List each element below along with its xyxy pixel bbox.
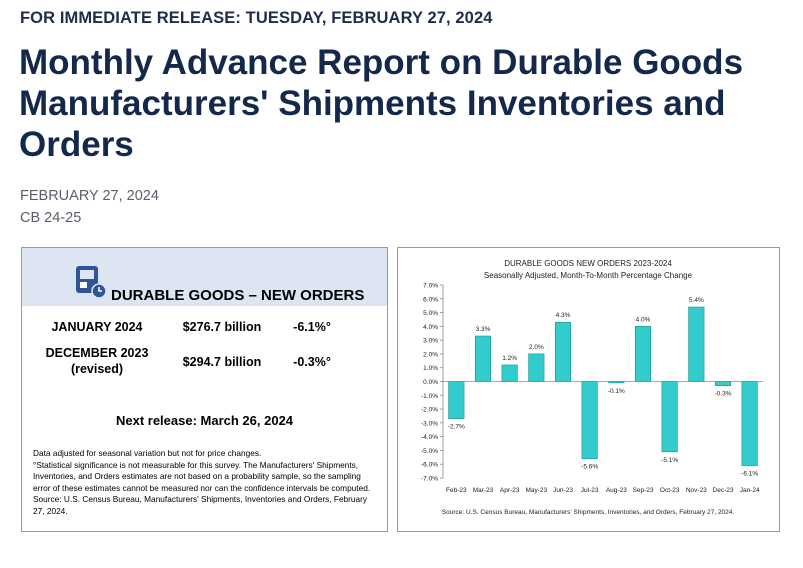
release-number: CB 24-25 [20, 210, 82, 226]
row-value: $276.7 billion [182, 320, 262, 334]
bar-jun-23 [554, 321, 572, 382]
summary-heading: DURABLE GOODS – NEW ORDERS [111, 287, 365, 304]
footnote-line: error of these estimates cannot be measu… [33, 482, 371, 493]
data-label: -5.6% [581, 464, 598, 471]
data-label: 1.2% [502, 355, 517, 362]
data-label: -6.1% [741, 471, 758, 478]
bar-jul-23 [581, 381, 598, 459]
chart-source: Source: U.S. Census Bureau, Manufacturer… [442, 509, 735, 516]
bar-may-23 [528, 353, 545, 382]
y-tick-label: 1.0% [423, 365, 438, 372]
data-label: -0.1% [608, 388, 625, 395]
calculator-clock-icon [76, 266, 107, 299]
y-tick-label: 3.0% [423, 338, 438, 345]
data-label: -5.1% [661, 457, 678, 464]
bar-chart: DURABLE GOODS NEW ORDERS 2023-2024 Seaso… [421, 259, 763, 516]
row-note: (revised) [70, 362, 124, 376]
y-tick-label: 5.0% [423, 310, 438, 317]
y-tick-label: 2.0% [423, 351, 438, 358]
bar-feb-23 [448, 381, 465, 420]
bar-jan-24 [741, 381, 758, 466]
y-tick-label: 4.0% [423, 324, 438, 331]
bar-apr-23 [501, 364, 518, 382]
x-tick-label: Sep-23 [633, 487, 654, 494]
y-tick-label: -4.0% [421, 434, 438, 441]
footnote-line: Data adjusted for seasonal variation but… [33, 448, 262, 458]
chart-subtitle: Seasonally Adjusted, Month-To-Month Perc… [484, 271, 693, 280]
y-tick-label: -2.0% [421, 407, 438, 414]
x-tick-label: Aug-23 [606, 487, 627, 494]
data-label: 3.3% [476, 326, 491, 333]
bar-sep-23 [634, 326, 652, 382]
row-period: JANUARY 2024 [51, 320, 143, 334]
page-title: Monthly Advance Report on Durable Goods … [19, 43, 744, 164]
data-label: 4.0% [636, 316, 651, 323]
x-tick-label: Mar-23 [473, 487, 494, 494]
y-tick-label: 7.0% [423, 283, 438, 290]
x-tick-label: Jul-23 [581, 487, 599, 494]
x-tick-label: Feb-23 [446, 487, 467, 494]
footnote-line: °Statistical significance is not measura… [33, 459, 359, 470]
footnote-line: Source: U.S. Census Bureau, Manufacturer… [33, 494, 368, 504]
bar-dec-23 [714, 381, 732, 386]
y-tick-label: -6.0% [421, 462, 438, 469]
row-change: -6.1%° [293, 320, 331, 334]
y-tick-label: 6.0% [423, 296, 438, 303]
footnote-line: Inventories, and Orders estimates are no… [33, 471, 361, 481]
x-tick-label: May-23 [525, 487, 547, 494]
x-tick-label: Oct-23 [660, 487, 680, 494]
row-period: DECEMBER 2023 [45, 346, 149, 360]
y-tick-label: -7.0% [421, 476, 438, 483]
x-tick-label: Apr-23 [500, 487, 520, 494]
release-line: FOR IMMEDIATE RELEASE: TUESDAY, FEBRUARY… [20, 9, 493, 27]
bar-nov-23 [688, 306, 705, 382]
bar-mar-23 [474, 335, 492, 382]
summary-panel: DURABLE GOODS – NEW ORDERS JANUARY 2024 … [21, 247, 388, 532]
chart-title: DURABLE GOODS NEW ORDERS 2023-2024 [504, 259, 672, 268]
data-label: 2.0% [529, 344, 544, 351]
next-release: Next release: March 26, 2024 [115, 413, 294, 428]
x-tick-label: Jun-23 [553, 487, 573, 494]
row-value: $294.7 billion [182, 355, 262, 369]
footnotes: Data adjusted for seasonal variation but… [33, 448, 383, 517]
x-tick-label: Dec-23 [713, 487, 734, 494]
data-label: -2.7% [448, 424, 465, 431]
y-tick-label: 0.0% [423, 379, 438, 386]
y-tick-label: -1.0% [421, 393, 438, 400]
data-label: 5.4% [689, 297, 704, 304]
release-date: FEBRUARY 27, 2024 [20, 188, 159, 204]
data-label: 4.3% [556, 312, 571, 319]
data-label: -0.3% [715, 391, 732, 398]
y-tick-label: -3.0% [421, 420, 438, 427]
row-change: -0.3%° [293, 355, 331, 369]
bar-oct-23 [661, 381, 678, 453]
y-tick-label: -5.0% [421, 448, 438, 455]
chart-panel: DURABLE GOODS NEW ORDERS 2023-2024 Seaso… [397, 247, 780, 532]
x-tick-label: Nov-23 [686, 487, 707, 494]
footnote-line: 27, 2024. [33, 505, 68, 516]
x-tick-label: Jan-24 [740, 487, 760, 494]
